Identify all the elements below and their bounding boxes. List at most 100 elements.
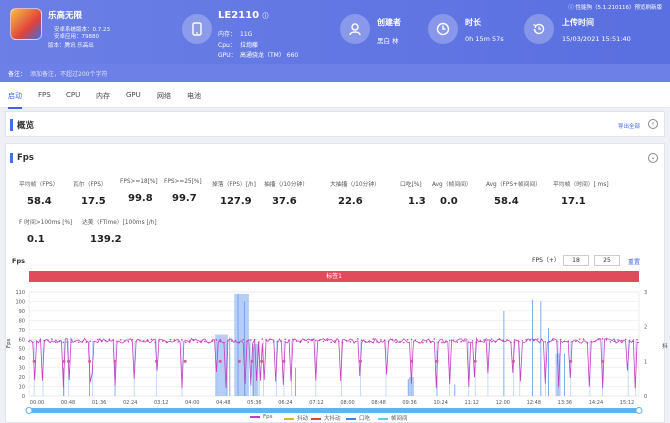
fps-max-input[interactable]: 25 <box>594 255 620 266</box>
y2-tick-label: 0 <box>644 394 647 400</box>
jitter-marker <box>154 359 158 363</box>
fps-point <box>200 340 202 342</box>
export-all-link[interactable]: 导出全部 <box>617 124 640 130</box>
fps-point <box>330 341 332 344</box>
fps-point <box>219 340 222 343</box>
fps-point <box>341 341 344 344</box>
y-tick-label: 0 <box>22 394 25 400</box>
fps-point <box>295 340 298 342</box>
fps-point <box>112 339 114 341</box>
fps-point <box>188 340 191 342</box>
fps-point <box>146 340 149 342</box>
fps-point <box>414 339 417 342</box>
fps-point <box>448 339 451 342</box>
x-tick-label: 02:24 <box>123 400 137 406</box>
fps-point <box>165 341 168 343</box>
x-tick-label: 00:48 <box>61 400 75 406</box>
metric-label: F 时间>100ms [%] <box>19 220 73 226</box>
fps-point <box>353 341 355 344</box>
legend-item[interactable]: 帧间间 <box>378 414 408 422</box>
tab-cpu[interactable]: CPU <box>66 91 81 99</box>
reset-button[interactable]: 重置 <box>628 259 641 266</box>
x-tick-label: 03:12 <box>154 400 168 406</box>
fps-point <box>257 341 260 344</box>
fps-point <box>70 341 72 343</box>
legend-item[interactable]: 抖动 <box>284 414 308 422</box>
tab-memory[interactable]: 内存 <box>96 92 110 100</box>
fps-point <box>425 341 428 343</box>
fps-point <box>513 341 516 343</box>
fps-point <box>422 341 424 344</box>
metric-label: 掉落（FPS）[/h] <box>212 182 256 188</box>
label-band[interactable]: 标签1 <box>29 271 639 282</box>
jitter-marker <box>260 359 264 363</box>
note-bar[interactable]: 备注： 添加备注，不超过200个字符 <box>0 64 670 82</box>
fps-point <box>536 338 539 340</box>
metric-item: 大抽搐（/10分钟） 22.6 <box>330 179 380 207</box>
fps-point <box>185 341 187 344</box>
note-input[interactable]: 添加备注，不超过200个字符 <box>30 71 108 78</box>
jitter-marker <box>237 359 241 363</box>
fps-point <box>181 339 183 341</box>
jitter-marker <box>183 359 187 363</box>
fps-point <box>376 340 378 343</box>
jitter-marker <box>282 359 286 363</box>
fps-point <box>525 339 527 341</box>
duration-value: 0h 15m 57s <box>465 35 504 43</box>
metric-label: FPS>=18[%] <box>120 179 158 185</box>
fps-chart[interactable]: 0 10 20 30 40 50 60 70 80 90 100 110 0 1 2 3 Fps 抖 00:00 00… <box>0 284 670 414</box>
fps-point <box>315 339 317 342</box>
fps-point <box>575 340 577 343</box>
collapse-up-icon[interactable]: ‹ <box>648 119 658 129</box>
tab-fps[interactable]: FPS <box>38 91 51 99</box>
fps-point <box>318 339 321 342</box>
fps-point <box>119 339 122 341</box>
y-tick-label: 20 <box>19 375 25 381</box>
fps-point <box>253 338 256 341</box>
metric-label: 大抽搐（/10分钟） <box>330 182 380 188</box>
fps-point <box>173 339 176 341</box>
fps-point <box>559 338 562 341</box>
fps-point <box>529 339 531 342</box>
legend-swatch <box>284 417 294 420</box>
app-info-line: 安卓系统版本：0.7.23 <box>54 27 110 33</box>
tab-network[interactable]: 网络 <box>157 92 171 100</box>
legend-item[interactable]: Fps <box>250 414 273 420</box>
legend-item[interactable]: 口吃 <box>346 414 370 422</box>
fps-point <box>605 339 608 341</box>
fps-point <box>548 341 550 343</box>
legend-label: 帧间间 <box>391 416 408 422</box>
fps-point <box>533 338 535 341</box>
fps-point <box>406 339 409 341</box>
collapse-down-icon[interactable]: ⌄ <box>648 153 658 163</box>
fps-point <box>360 339 363 342</box>
fps-point <box>628 339 631 342</box>
info-icon: ⓘ <box>568 5 574 11</box>
metric-item: 掉落（FPS）[/h] 127.9 <box>212 179 256 207</box>
tab-battery[interactable]: 电池 <box>187 92 201 100</box>
metric-item: Avg（帧间间） 0.0 <box>432 179 472 207</box>
fps-title: Fps <box>10 153 34 163</box>
fps-point <box>613 340 615 343</box>
metric-item: 平均帧（FPS） 58.4 <box>19 179 59 207</box>
y-tick-label: 50 <box>19 347 25 353</box>
fps-min-input[interactable]: 18 <box>563 255 589 266</box>
tab-startup[interactable]: 启动 <box>8 92 22 109</box>
fps-point <box>479 339 482 342</box>
fps-point <box>571 340 573 343</box>
tab-gpu[interactable]: GPU <box>126 91 141 99</box>
fps-point <box>636 338 638 341</box>
fps-point <box>246 340 248 342</box>
metric-value: 0.0 <box>440 196 458 207</box>
legend-item[interactable]: 大抖动 <box>311 414 341 422</box>
metric-label: FPS>=25[%] <box>164 179 202 185</box>
app-icon <box>10 8 42 40</box>
fps-point <box>437 341 440 344</box>
fps-point <box>77 341 80 344</box>
x-tick-label: 14:24 <box>589 400 603 406</box>
metric-value: 0.1 <box>27 234 45 245</box>
fps-point <box>276 340 279 343</box>
metric-label: 平均帧（FPS） <box>19 182 59 188</box>
fps-point <box>487 339 489 341</box>
fps-point <box>116 340 118 343</box>
